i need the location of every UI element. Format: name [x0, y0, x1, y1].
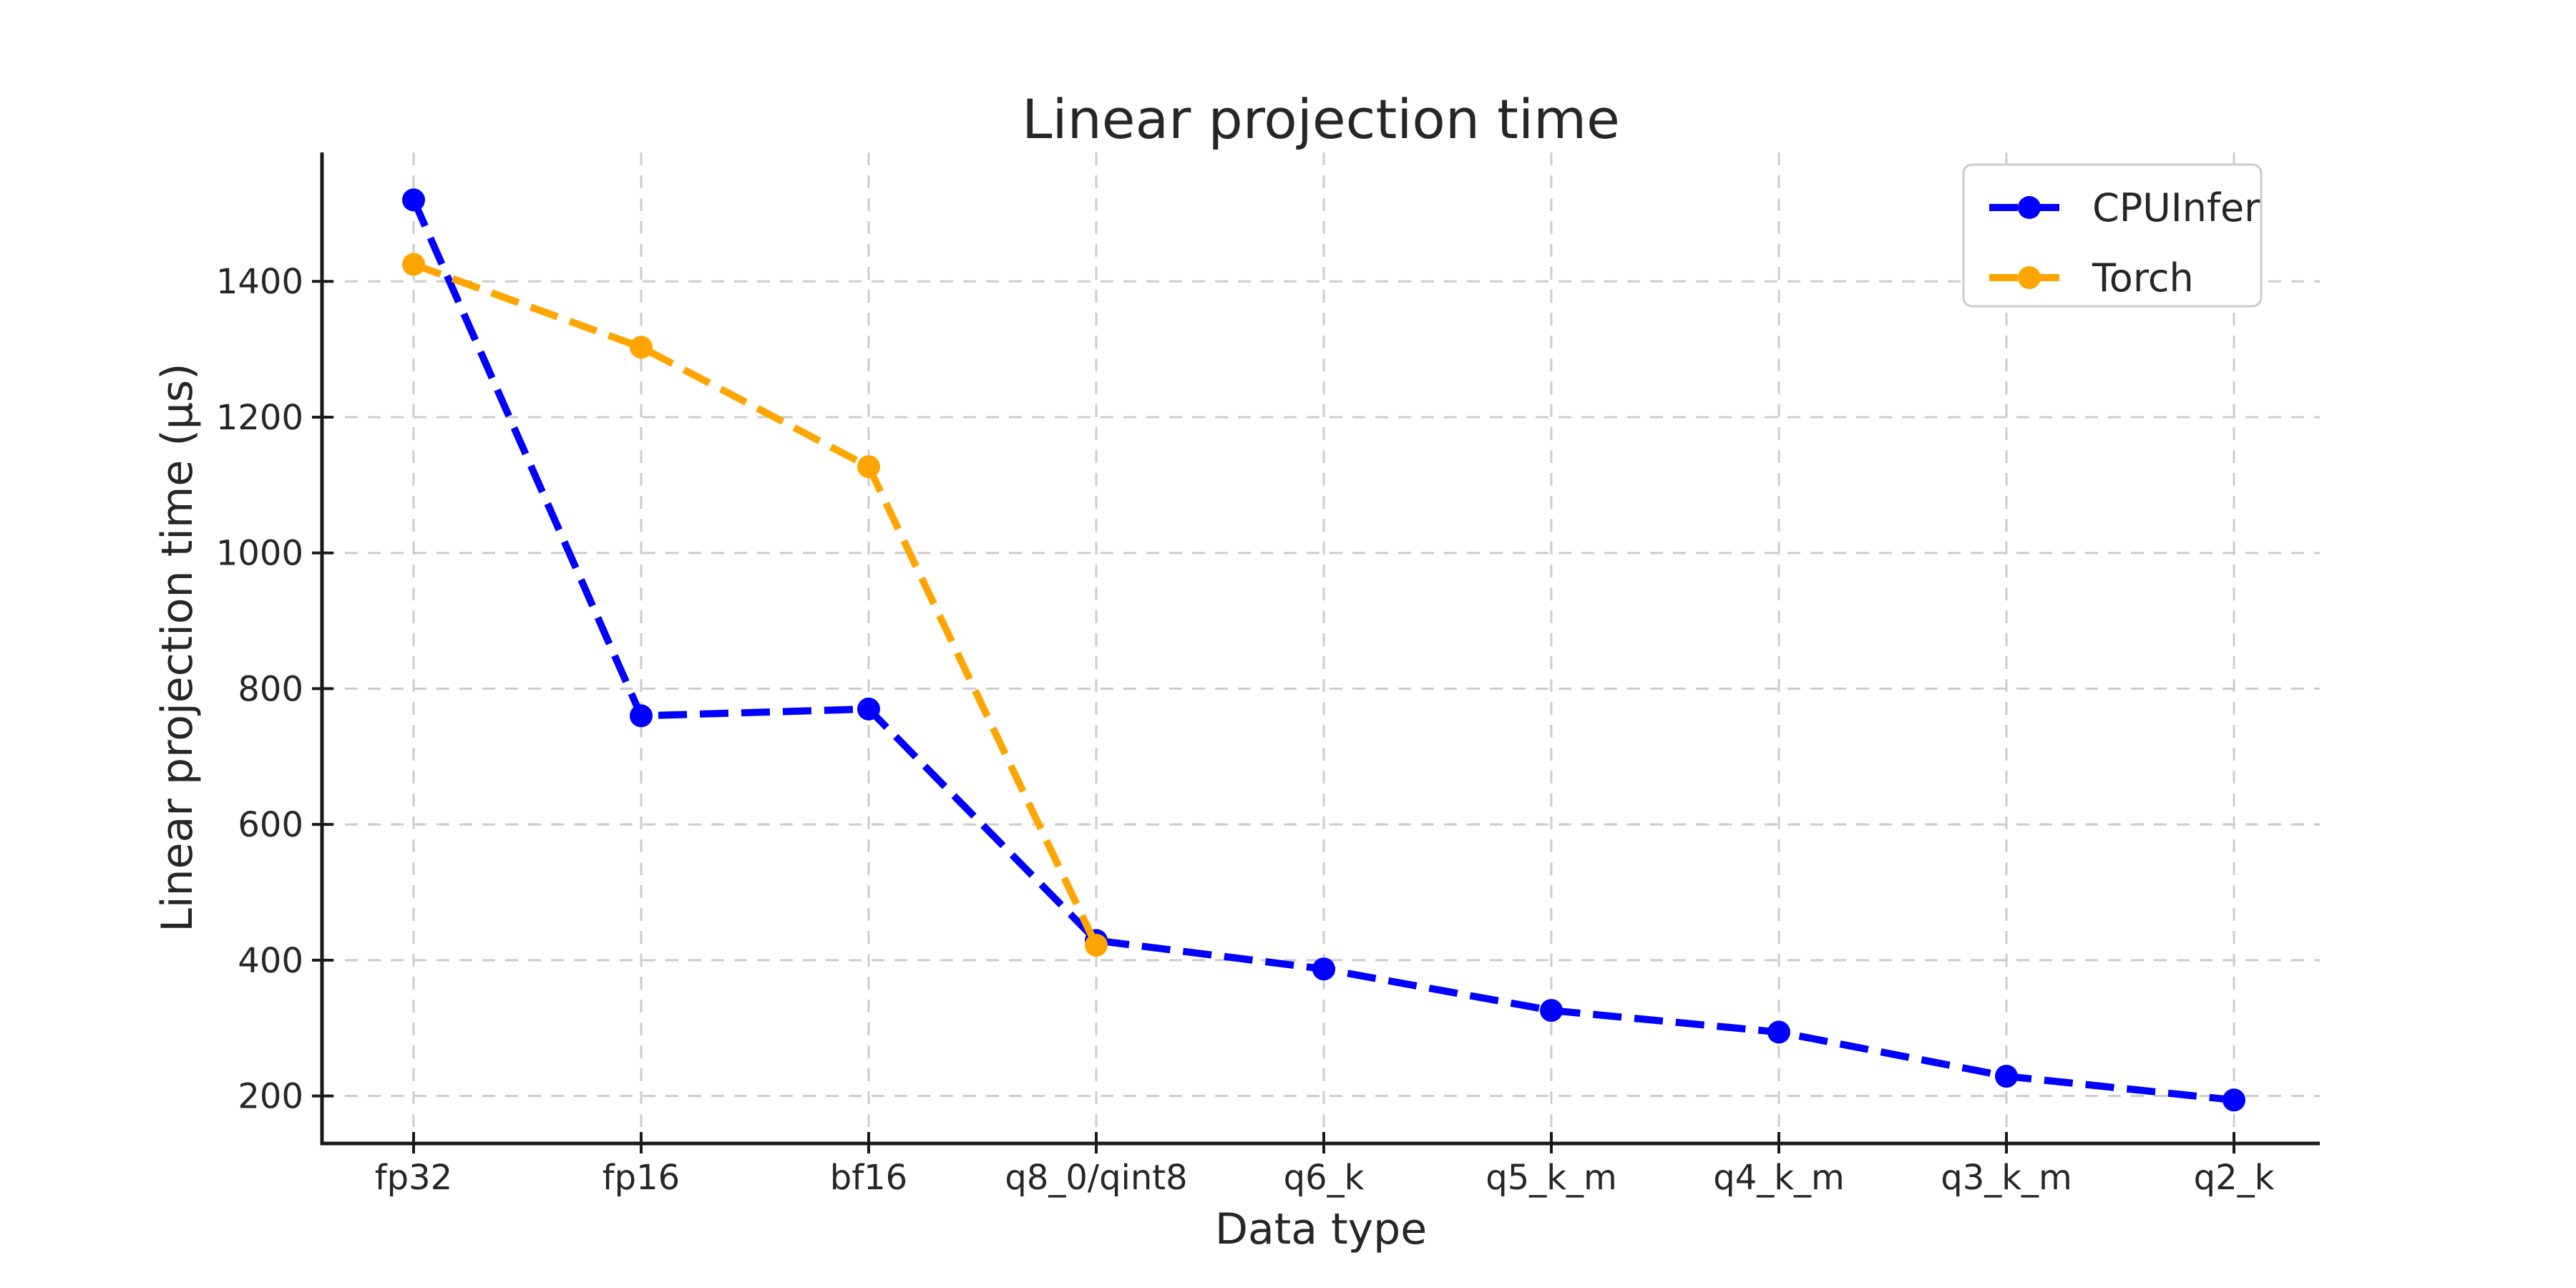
- data-point-torch: [857, 455, 880, 479]
- y-tick-label: 800: [238, 669, 303, 709]
- x-tick-label: bf16: [830, 1158, 907, 1198]
- x-tick-label: q3_k_m: [1941, 1158, 2072, 1198]
- legend-marker-dot: [2018, 196, 2041, 219]
- chart-title: Linear projection time: [1022, 87, 1620, 151]
- series-layer: [402, 188, 2245, 1112]
- data-point-torch: [402, 253, 425, 276]
- data-point-cpuinfer: [857, 697, 880, 721]
- legend: CPUInfer Torch: [1962, 163, 2263, 308]
- data-point-cpuinfer: [1995, 1065, 2018, 1088]
- legend-item-cpuinfer: CPUInfer: [1989, 185, 2260, 230]
- y-tick-label: 200: [238, 1077, 303, 1117]
- y-tick-label: 600: [238, 805, 303, 845]
- grid-layer: [322, 152, 2320, 1143]
- legend-marker-dot: [2018, 266, 2041, 289]
- legend-label: Torch: [2092, 255, 2194, 301]
- legend-label: CPUInfer: [2092, 185, 2260, 230]
- x-axis-label: Data type: [1215, 1204, 1427, 1254]
- data-point-torch: [1085, 934, 1108, 957]
- data-point-cpuinfer: [1312, 957, 1335, 981]
- y-tick-label: 1400: [216, 262, 303, 302]
- data-point-torch: [630, 336, 653, 359]
- data-point-cpuinfer: [630, 704, 653, 728]
- x-tick-label: q6_k: [1284, 1158, 1365, 1198]
- x-tick-label: q4_k_m: [1713, 1158, 1845, 1198]
- x-tick-label: q5_k_m: [1485, 1158, 1617, 1198]
- x-tick-label: q2_k: [2194, 1158, 2275, 1198]
- x-tick-label: fp16: [602, 1158, 680, 1198]
- x-tick-label: fp32: [375, 1158, 452, 1198]
- y-tick-label: 1200: [216, 398, 303, 438]
- y-tick-label: 1000: [216, 534, 303, 574]
- data-point-cpuinfer: [1540, 999, 1563, 1023]
- data-point-cpuinfer: [1767, 1020, 1790, 1044]
- y-tick-label: 400: [238, 941, 303, 981]
- x-tick-label: q8_0/qint8: [1005, 1158, 1187, 1198]
- legend-item-torch: Torch: [1989, 255, 2194, 301]
- data-point-cpuinfer: [2223, 1088, 2245, 1112]
- data-point-cpuinfer: [402, 188, 425, 212]
- series-line-torch: [412, 260, 1100, 947]
- axes-layer: fp32 fp16 bf16 q8_0/qint8 q6_k q5_k_m q4_k_m q3…: [216, 152, 2320, 1198]
- y-axis-label: Linear projection time (μs): [152, 363, 203, 932]
